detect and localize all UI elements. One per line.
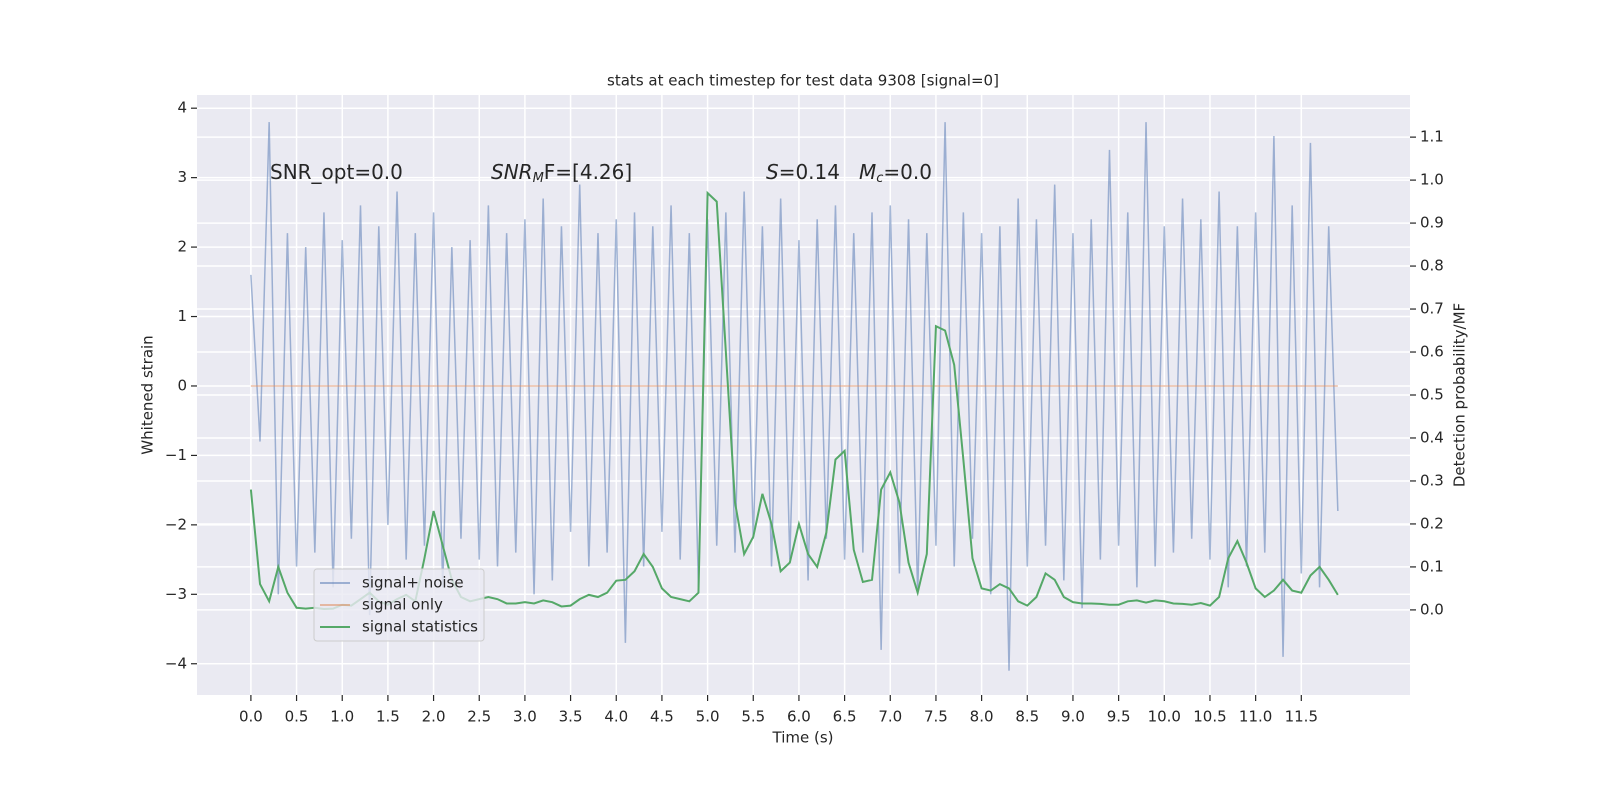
annotation: S=0.14 xyxy=(766,160,840,184)
annotation: Mc=0.0 xyxy=(859,160,932,186)
y2-tick-label: 0.8 xyxy=(1420,257,1444,275)
y-tick-label: 2 xyxy=(177,238,187,256)
annotation-part: M xyxy=(859,160,876,184)
y2-tick-label: 0.3 xyxy=(1420,471,1444,489)
legend: signal+ noise signal only signal statistic… xyxy=(313,568,485,642)
x-tick-label: 3.0 xyxy=(513,708,537,726)
x-tick-label: 6.5 xyxy=(833,708,857,726)
y2-tick-label: 0.4 xyxy=(1420,428,1444,446)
x-tick-label: 0.0 xyxy=(239,708,263,726)
x-tick-label: 9.5 xyxy=(1107,708,1131,726)
legend-label: signal+ noise xyxy=(362,574,464,592)
annotation-part: =0.0 xyxy=(883,160,932,184)
y-axis-label: Whitened strain xyxy=(139,335,157,454)
y2-tick-label: 0.0 xyxy=(1420,600,1444,618)
chart-title: stats at each timestep for test data 930… xyxy=(607,72,999,90)
annotation-part: =0.14 xyxy=(779,160,840,184)
annotation-part: SNR_opt=0.0 xyxy=(270,160,403,184)
y2-tick-label: 0.2 xyxy=(1420,514,1444,532)
legend-label: signal only xyxy=(362,596,443,614)
x-tick-label: 3.5 xyxy=(559,708,583,726)
x-tick-label: 9.0 xyxy=(1061,708,1085,726)
y2-tick-label: 0.7 xyxy=(1420,300,1444,318)
y2-tick-label: 0.9 xyxy=(1420,214,1444,232)
series-line xyxy=(250,122,1339,671)
x-tick-label: 7.5 xyxy=(924,708,948,726)
annotation-part: SNR xyxy=(491,160,533,184)
x-tick-label: 5.0 xyxy=(696,708,720,726)
y2-tick-label: 0.5 xyxy=(1420,386,1444,404)
annotation-part: F=[4.26] xyxy=(544,160,632,184)
annotation: SNR_opt=0.0 xyxy=(270,160,403,184)
annotation-part: c xyxy=(876,171,883,186)
y-tick-label: 1 xyxy=(177,307,187,325)
legend-box xyxy=(313,568,485,642)
y-tick-label: 3 xyxy=(177,168,187,186)
x-tick-label: 1.5 xyxy=(376,708,400,726)
x-tick-label: 10.0 xyxy=(1148,708,1181,726)
x-tick-label: 10.5 xyxy=(1193,708,1226,726)
grid xyxy=(197,95,1410,695)
annotation-part: M xyxy=(533,171,544,186)
y-tick-label: −2 xyxy=(165,515,187,533)
y2-tick-label: 0.1 xyxy=(1420,557,1444,575)
y-tick-label: −1 xyxy=(165,446,187,464)
x-tick-label: 5.5 xyxy=(741,708,765,726)
x-axis-label: Time (s) xyxy=(772,729,834,747)
x-tick-label: 11.0 xyxy=(1239,708,1272,726)
y2-tick-label: 1.1 xyxy=(1420,128,1444,146)
y-tick-label: −4 xyxy=(165,654,187,672)
x-tick-label: 11.5 xyxy=(1285,708,1318,726)
x-tick-label: 4.5 xyxy=(650,708,674,726)
x-tick-label: 8.5 xyxy=(1015,708,1039,726)
annotation-part: S xyxy=(766,160,779,184)
y2-tick-label: 1.0 xyxy=(1420,171,1444,189)
x-tick-label: 2.0 xyxy=(422,708,446,726)
x-tick-label: 4.0 xyxy=(604,708,628,726)
y-tick-label: 4 xyxy=(177,99,187,117)
annotation: SNRMF=[4.26] xyxy=(491,160,632,186)
y2-tick-label: 0.6 xyxy=(1420,343,1444,361)
x-tick-label: 0.5 xyxy=(285,708,309,726)
legend-label: signal statistics xyxy=(362,618,478,636)
y-tick-label: −3 xyxy=(165,585,187,603)
y-tick-label: 0 xyxy=(177,376,187,394)
series-line xyxy=(249,190,1339,611)
x-tick-label: 7.0 xyxy=(878,708,902,726)
x-tick-label: 2.5 xyxy=(467,708,491,726)
x-tick-label: 1.0 xyxy=(330,708,354,726)
x-tick-label: 6.0 xyxy=(787,708,811,726)
x-tick-label: 8.0 xyxy=(970,708,994,726)
y2-axis-label: Detection probability/MF xyxy=(1451,303,1469,487)
